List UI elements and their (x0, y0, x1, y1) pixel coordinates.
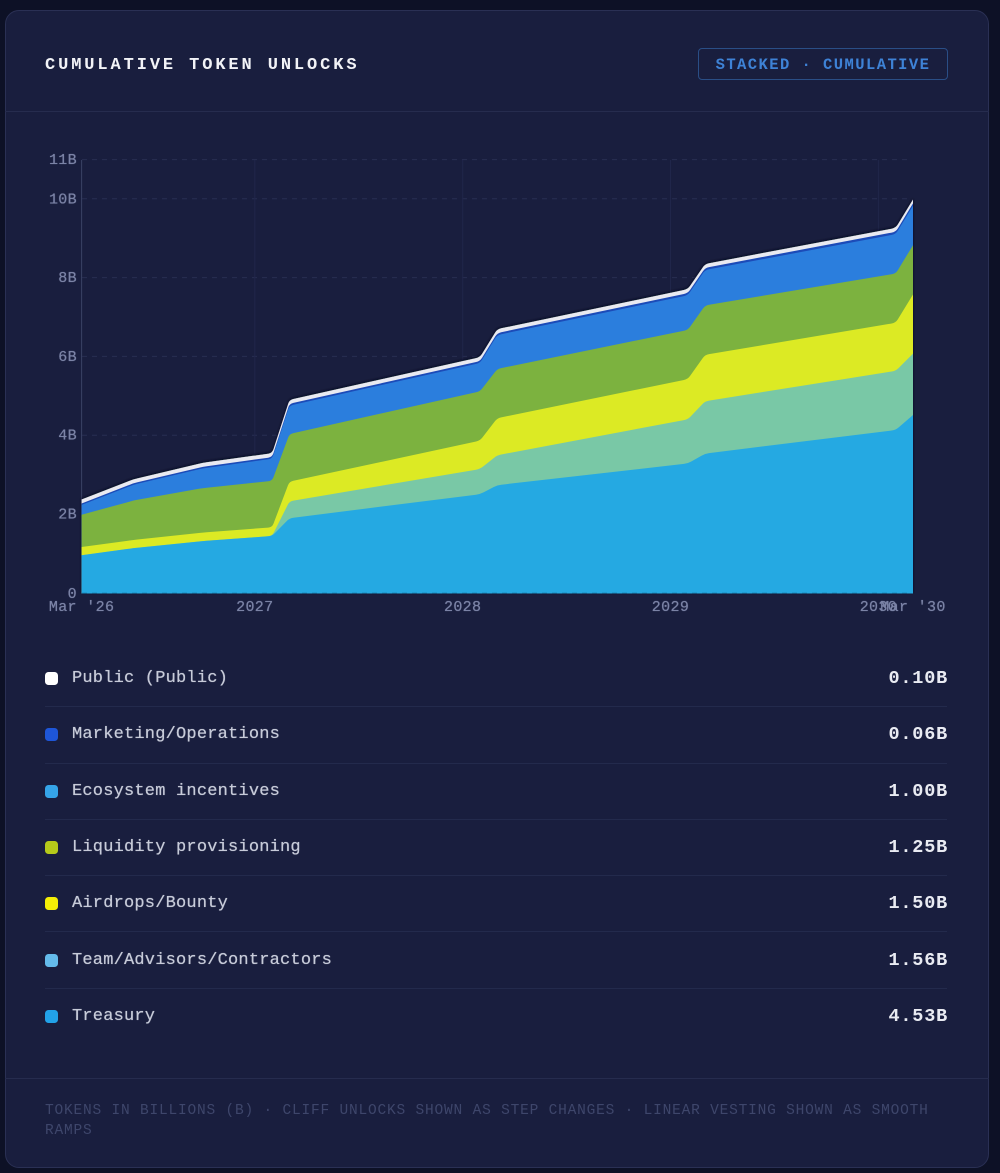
svg-text:11B: 11B (49, 152, 77, 169)
svg-text:0: 0 (68, 586, 77, 603)
svg-text:10B: 10B (49, 191, 77, 208)
svg-text:2030: 2030 (860, 599, 897, 616)
svg-text:8B: 8B (58, 270, 77, 287)
svg-text:6B: 6B (58, 349, 77, 366)
svg-text:4B: 4B (58, 428, 77, 445)
svg-text:Mar '26: Mar '26 (49, 599, 114, 616)
svg-text:2B: 2B (58, 507, 77, 524)
svg-text:2027: 2027 (236, 599, 273, 616)
svg-text:2029: 2029 (652, 599, 689, 616)
svg-text:2028: 2028 (444, 599, 481, 616)
svg-text:Mar '30: Mar '30 (880, 599, 945, 616)
